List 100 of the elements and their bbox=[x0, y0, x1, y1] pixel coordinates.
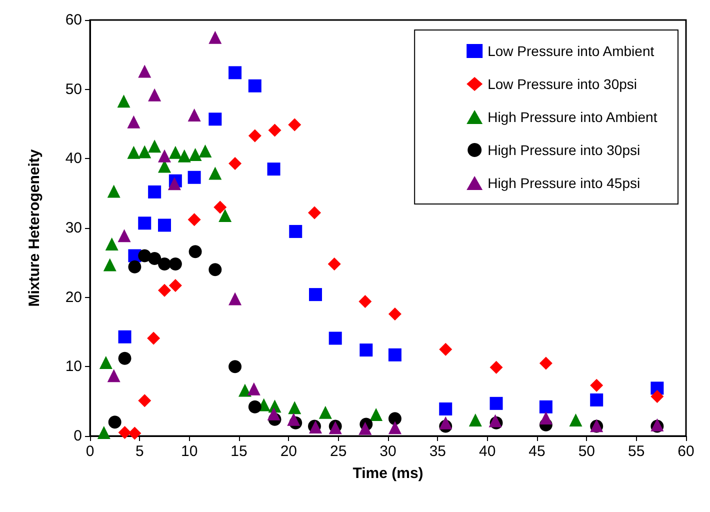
point bbox=[188, 245, 202, 258]
point bbox=[148, 185, 162, 198]
point bbox=[148, 140, 162, 153]
legend-label: High Pressure into 45psi bbox=[488, 175, 640, 191]
point bbox=[318, 406, 332, 419]
point bbox=[228, 66, 242, 80]
point bbox=[97, 426, 110, 440]
point bbox=[288, 401, 302, 414]
point bbox=[248, 79, 262, 92]
point bbox=[138, 64, 152, 78]
x-tick-label: 15 bbox=[230, 443, 248, 460]
x-tick-label: 45 bbox=[528, 443, 546, 460]
point bbox=[308, 288, 322, 302]
point bbox=[188, 213, 201, 226]
y-axis-title: Mixture Heterogeneity bbox=[26, 148, 43, 307]
point bbox=[198, 144, 212, 158]
x-tick-label: 55 bbox=[628, 443, 645, 460]
point bbox=[158, 258, 171, 271]
point bbox=[267, 407, 280, 420]
point bbox=[569, 414, 582, 427]
point bbox=[148, 88, 162, 102]
point bbox=[248, 400, 262, 414]
point bbox=[388, 412, 402, 426]
point bbox=[388, 348, 402, 362]
x-tick-label: 20 bbox=[280, 443, 298, 460]
point bbox=[228, 157, 242, 170]
point bbox=[358, 422, 372, 435]
point bbox=[328, 332, 342, 345]
point bbox=[287, 412, 300, 426]
x-tick-label: 5 bbox=[135, 443, 144, 460]
point bbox=[289, 224, 302, 238]
point bbox=[118, 229, 131, 242]
y-tick-label: 60 bbox=[65, 12, 82, 28]
point bbox=[147, 332, 160, 345]
point bbox=[539, 411, 552, 424]
point bbox=[118, 352, 132, 365]
point bbox=[247, 382, 260, 396]
point bbox=[148, 252, 162, 266]
point bbox=[539, 400, 552, 414]
point bbox=[208, 263, 222, 276]
point bbox=[439, 342, 452, 356]
point bbox=[168, 177, 181, 190]
point bbox=[99, 356, 112, 370]
point bbox=[128, 426, 142, 440]
x-axis-title: Time (ms) bbox=[352, 465, 424, 482]
x-tick-label: 35 bbox=[429, 443, 446, 460]
point bbox=[127, 115, 140, 128]
x-tick-label: 0 bbox=[86, 443, 94, 460]
point bbox=[268, 124, 282, 137]
point bbox=[118, 426, 132, 440]
point bbox=[590, 393, 604, 406]
point bbox=[108, 416, 122, 429]
y-tick-label: 20 bbox=[65, 288, 82, 306]
point bbox=[439, 402, 452, 416]
point bbox=[138, 216, 152, 230]
point bbox=[358, 294, 372, 308]
point bbox=[178, 149, 191, 162]
legend-label: Low Pressure into Ambient bbox=[488, 43, 654, 59]
point bbox=[539, 356, 552, 370]
x-tick-label: 40 bbox=[478, 443, 496, 460]
x-tick-label: 60 bbox=[678, 443, 694, 460]
point bbox=[128, 260, 142, 274]
x-tick-label: 10 bbox=[180, 443, 198, 460]
point bbox=[388, 307, 402, 320]
legend-label: High Pressure into 30psi bbox=[488, 142, 640, 158]
point bbox=[218, 209, 232, 222]
point bbox=[248, 129, 262, 142]
point bbox=[490, 360, 503, 374]
point bbox=[188, 148, 202, 162]
point bbox=[439, 416, 452, 430]
point bbox=[103, 258, 116, 272]
y-tick-label: 40 bbox=[65, 150, 82, 168]
point bbox=[118, 330, 132, 344]
point bbox=[158, 149, 171, 162]
y-tick-label: 30 bbox=[65, 220, 82, 236]
point bbox=[188, 108, 201, 122]
point bbox=[168, 279, 182, 292]
legend-label: High Pressure into Ambient bbox=[488, 109, 658, 125]
point bbox=[228, 292, 242, 306]
point bbox=[214, 200, 227, 214]
point bbox=[208, 30, 222, 44]
point bbox=[267, 162, 280, 176]
point bbox=[138, 145, 152, 158]
point bbox=[117, 94, 130, 108]
point bbox=[468, 414, 482, 427]
point bbox=[360, 344, 373, 357]
point bbox=[590, 378, 604, 392]
point bbox=[158, 284, 171, 297]
point bbox=[168, 146, 182, 159]
point bbox=[370, 408, 383, 422]
legend-label: Low Pressure into 30psi bbox=[488, 76, 638, 92]
point bbox=[158, 218, 171, 232]
point bbox=[107, 184, 120, 198]
y-tick-label: 10 bbox=[65, 358, 82, 376]
point bbox=[107, 369, 120, 382]
x-tick-label: 25 bbox=[330, 443, 347, 460]
point bbox=[388, 421, 402, 434]
point bbox=[208, 166, 222, 180]
point bbox=[208, 112, 222, 126]
point bbox=[490, 396, 503, 410]
